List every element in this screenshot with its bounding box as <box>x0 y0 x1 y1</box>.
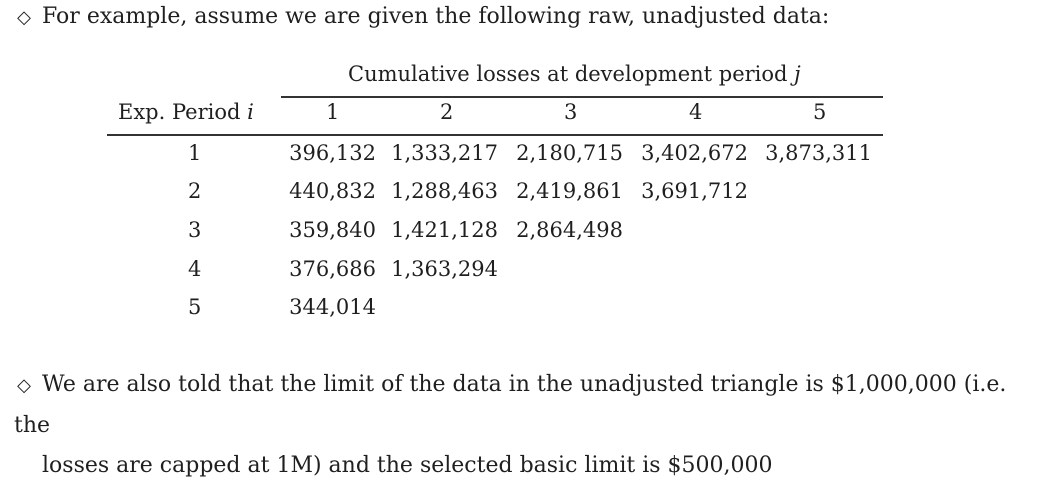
bullet-limits: ◇ We are also told that the limit of the … <box>14 365 1034 486</box>
row-period-label: 3 <box>188 218 202 242</box>
diamond-icon: ◇ <box>17 375 31 396</box>
column-header-1: 1 <box>326 100 340 124</box>
table-cell: 344,014 <box>289 295 376 319</box>
table-cell: 359,840 <box>289 218 376 242</box>
table-cell: 440,832 <box>289 179 376 203</box>
table-cell: 396,132 <box>289 141 376 165</box>
table-cell: 3,402,672 <box>641 141 748 165</box>
column-header-2: 2 <box>440 100 454 124</box>
header-rule <box>107 134 883 136</box>
bullet-intro: ◇ For example, assume we are given the fo… <box>14 0 829 38</box>
limits-text-line1: We are also told that the limit of the d… <box>14 372 1007 438</box>
table-cell: 2,180,715 <box>516 141 623 165</box>
row-period-label: 4 <box>188 257 202 281</box>
table-cell: 1,421,128 <box>391 218 498 242</box>
row-header-label: Exp. Period i <box>118 100 254 124</box>
row-period-label: 2 <box>188 179 202 203</box>
super-header: Cumulative losses at development period … <box>348 62 801 86</box>
loss-triangle-table: Cumulative losses at development period … <box>107 62 883 319</box>
column-header-4: 4 <box>689 100 703 124</box>
limits-text-line2: losses are capped at 1M) and the selecte… <box>42 453 773 478</box>
table-cell: 3,873,311 <box>765 141 872 165</box>
table-cell: 2,864,498 <box>516 218 623 242</box>
intro-text: For example, assume we are given the fol… <box>42 4 830 29</box>
super-header-rule <box>281 96 883 98</box>
table-cell: 1,333,217 <box>391 141 498 165</box>
row-period-label: 5 <box>188 295 202 319</box>
diamond-icon: ◇ <box>17 7 31 28</box>
table-cell: 2,419,861 <box>516 179 623 203</box>
column-header-5: 5 <box>813 100 827 124</box>
table-cell: 1,288,463 <box>391 179 498 203</box>
column-header-3: 3 <box>564 100 578 124</box>
row-period-label: 1 <box>188 141 202 165</box>
table-cell: 1,363,294 <box>391 257 498 281</box>
table-cell: 3,691,712 <box>641 179 748 203</box>
table-cell: 376,686 <box>289 257 376 281</box>
